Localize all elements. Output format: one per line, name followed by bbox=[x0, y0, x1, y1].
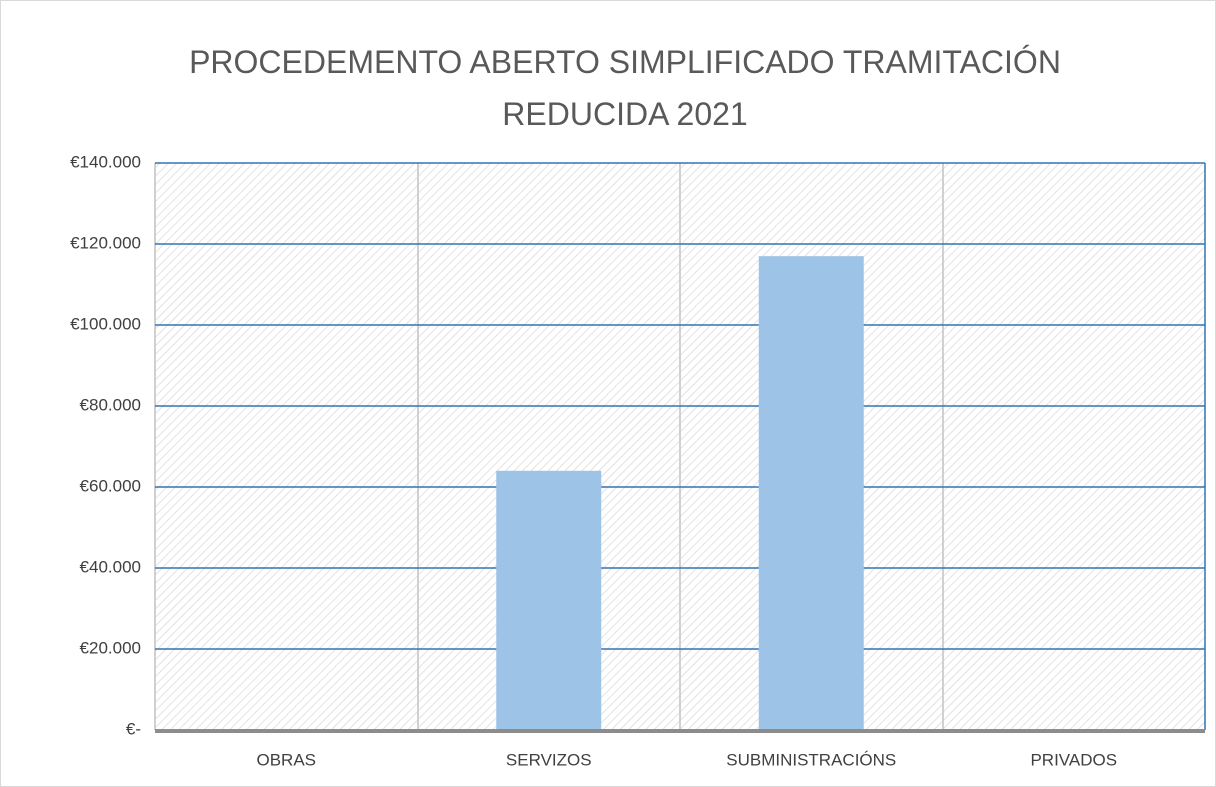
x-tick-label: OBRAS bbox=[256, 750, 316, 769]
bar bbox=[496, 470, 602, 730]
y-tick-label: €40.000 bbox=[80, 557, 141, 576]
x-tick-label: PRIVADOS bbox=[1030, 750, 1117, 769]
y-tick-label: €60.000 bbox=[80, 476, 141, 495]
y-tick-label: €120.000 bbox=[70, 233, 141, 252]
y-tick-label: €140.000 bbox=[70, 152, 141, 171]
x-tick-label: SERVIZOS bbox=[506, 750, 592, 769]
chart-title: PROCEDEMENTO ABERTO SIMPLIFICADO TRAMITA… bbox=[189, 44, 1061, 132]
y-tick-label: €- bbox=[126, 719, 141, 738]
x-tick-label: SUBMINISTRACIÓNS bbox=[726, 750, 896, 769]
bar bbox=[758, 256, 864, 730]
y-tick-label: €100.000 bbox=[70, 314, 141, 333]
y-tick-label: €80.000 bbox=[80, 395, 141, 414]
y-tick-label: €20.000 bbox=[80, 638, 141, 657]
